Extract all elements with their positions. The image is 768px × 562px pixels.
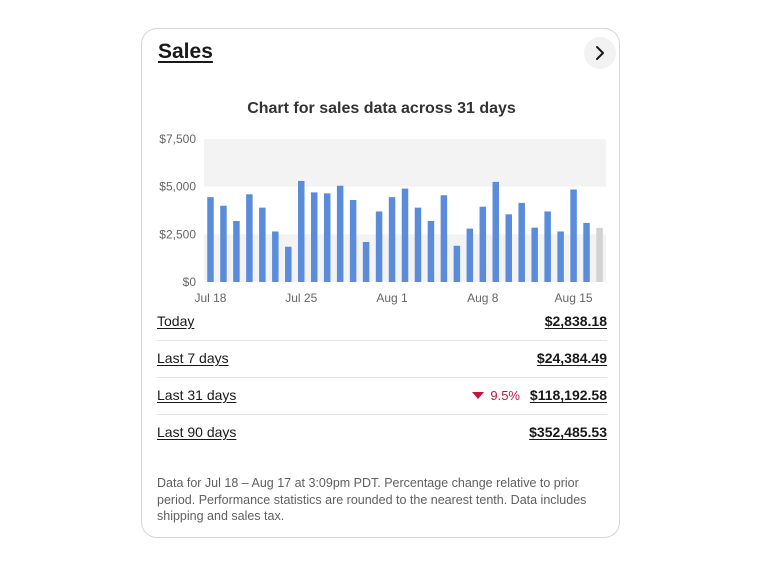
today-link[interactable]: Today: [157, 313, 195, 329]
bar-aug-11[interactable]: [518, 202, 525, 282]
last-31-days-value[interactable]: $118,192.58: [529, 387, 607, 403]
bar-aug-6[interactable]: [453, 245, 461, 282]
sales-card: Sales Chart for sales data across 31 day…: [141, 28, 620, 538]
bar-jul-18[interactable]: [207, 197, 214, 282]
bar-aug-8[interactable]: [479, 206, 487, 282]
today-value[interactable]: $2,838.18: [544, 313, 607, 329]
y-tick-label: $7,500: [159, 132, 196, 146]
bar-aug-12[interactable]: [531, 227, 538, 282]
sales-title-link[interactable]: Sales: [158, 40, 213, 63]
row-last-7-days: Last 7 days $24,384.49: [157, 341, 607, 378]
bar-jul-24[interactable]: [285, 246, 292, 282]
percentage-change-value: 9.5%: [490, 388, 520, 403]
bar-aug-2[interactable]: [401, 188, 409, 282]
y-tick-label: $5,000: [159, 180, 196, 194]
bar-jul-26[interactable]: [310, 192, 318, 282]
sales-bar-chart: $7,500 $5,000 $2,500 $0 Jul 18 Jul 25 Aug 1 Aug…: [159, 132, 606, 305]
last-31-days-link[interactable]: Last 31 days: [157, 387, 237, 403]
bar-jul-27[interactable]: [323, 193, 331, 282]
x-tick-label: Aug 8: [467, 291, 499, 305]
last-7-days-link[interactable]: Last 7 days: [157, 350, 229, 366]
last-7-days-value[interactable]: $24,384.49: [536, 350, 607, 366]
bar-aug-9[interactable]: [492, 181, 500, 282]
x-tick-label: Jul 25: [285, 291, 317, 305]
bar-aug-15[interactable]: [570, 189, 577, 282]
bar-aug-1[interactable]: [388, 197, 396, 282]
chart-band-upper: [204, 139, 606, 187]
bar-aug-14[interactable]: [557, 231, 564, 282]
row-today: Today $2,838.18: [157, 304, 607, 341]
bar-jul-28[interactable]: [336, 185, 344, 282]
bar-aug-10[interactable]: [505, 214, 512, 282]
x-tick-label: Aug 15: [555, 291, 593, 305]
chart-title: Chart for sales data across 31 days: [247, 100, 516, 117]
bar-jul-30[interactable]: [362, 241, 370, 282]
bar-jul-19[interactable]: [220, 205, 227, 282]
bar-aug-7[interactable]: [466, 228, 474, 282]
bar-aug-5[interactable]: [440, 195, 448, 282]
bar-jul-31[interactable]: [375, 211, 383, 282]
x-tick-label: Jul 18: [194, 291, 226, 305]
x-tick-label: Aug 1: [376, 291, 408, 305]
bar-jul-25[interactable]: [298, 180, 305, 282]
bar-aug-16[interactable]: [583, 222, 590, 282]
bar-jul-21[interactable]: [246, 194, 253, 282]
bar-jul-22[interactable]: [259, 207, 266, 282]
chevron-right-icon: [596, 46, 604, 60]
y-tick-label: $2,500: [159, 227, 196, 241]
percentage-change: 9.5%: [472, 388, 520, 403]
bar-jul-23[interactable]: [272, 231, 279, 282]
bar-jul-20[interactable]: [233, 220, 240, 282]
bar-jul-29[interactable]: [349, 200, 357, 282]
footnote: Data for Jul 18 – Aug 17 at 3:09pm PDT. …: [157, 476, 587, 523]
row-last-90-days: Last 90 days $352,485.53: [157, 415, 607, 451]
sales-summary-list: Today $2,838.18 Last 7 days $24,384.49 L…: [157, 304, 607, 451]
last-90-days-value[interactable]: $352,485.53: [529, 424, 607, 440]
last-90-days-link[interactable]: Last 90 days: [157, 424, 237, 440]
open-sales-button[interactable]: [584, 37, 616, 69]
row-last-31-days: Last 31 days 9.5% $118,192.58: [157, 378, 607, 415]
bar-aug-4[interactable]: [427, 220, 435, 282]
bar-aug-13[interactable]: [544, 211, 551, 282]
bar-aug-3[interactable]: [414, 207, 422, 282]
down-triangle-icon: [472, 392, 485, 399]
bar-aug-17[interactable]: [596, 227, 603, 282]
y-tick-label: $0: [183, 275, 197, 289]
